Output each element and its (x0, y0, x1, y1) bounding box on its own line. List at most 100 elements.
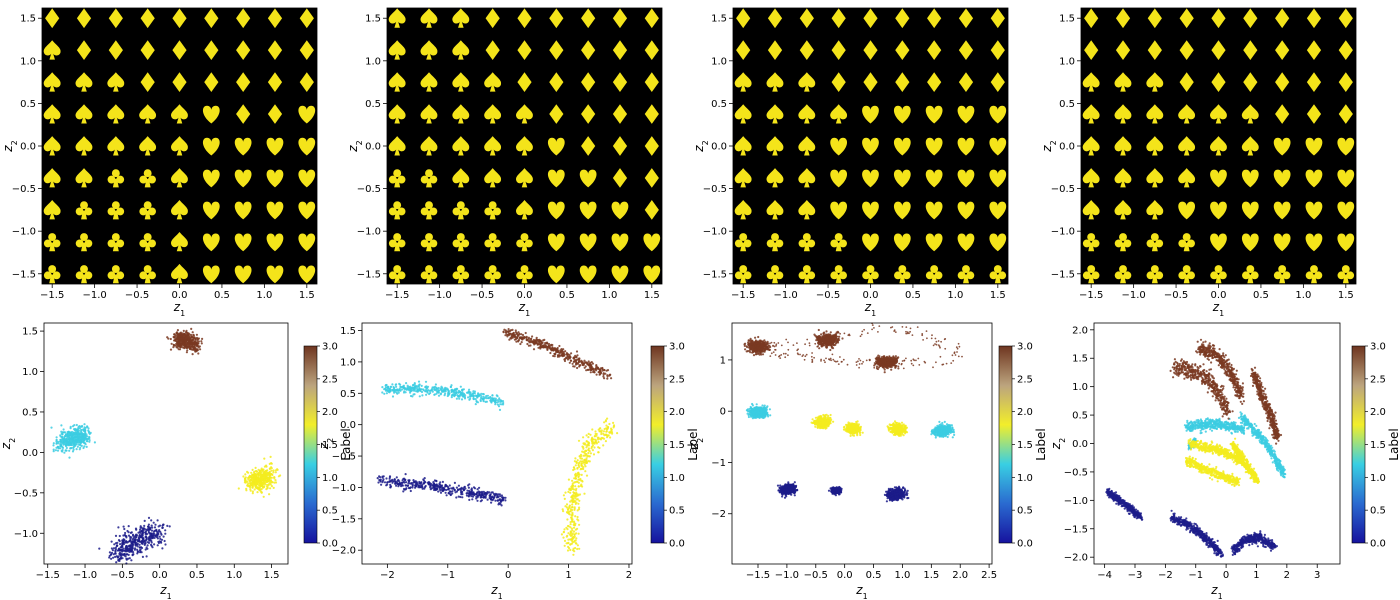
scatter-point-label-0 (149, 532, 152, 535)
heart-glyph (266, 265, 284, 284)
scatter-point-label-0 (791, 483, 795, 486)
scatter-point-label-1 (60, 424, 63, 427)
scatter-point-label-3 (190, 342, 193, 345)
scatter-point-label-1 (444, 386, 447, 389)
scatter-point-label-0 (490, 491, 493, 494)
scatter-point-label-2 (577, 494, 580, 497)
heart-glyph (579, 233, 597, 252)
scatter-point-label-2 (255, 486, 258, 489)
scatter-point-label-2 (594, 430, 597, 433)
x-tick-label: 1.5 (1338, 290, 1354, 301)
scatter-point-label-1 (61, 433, 64, 436)
diamond-glyph (140, 40, 155, 61)
scatter-point-label-0 (156, 537, 159, 540)
scatter-point-label-2 (576, 498, 579, 501)
scatter-point-label-0 (423, 487, 426, 490)
heart-glyph (266, 169, 284, 188)
spade-glyph (734, 168, 752, 188)
scatter-point-label-0 (777, 489, 780, 492)
scatter-point-label-0 (114, 546, 117, 549)
scatter-point-label-2 (564, 505, 567, 508)
diamond-glyph (299, 72, 314, 92)
scatter-point-label-0 (486, 492, 489, 495)
scatter-point-label-3 (568, 361, 571, 364)
heart-glyph (547, 201, 565, 220)
spade-glyph (484, 168, 502, 188)
scatter-point-label-0 (468, 491, 471, 494)
scatter-point-label-1 (419, 389, 422, 393)
scatter-point-label-2 (564, 491, 567, 494)
club-glyph (989, 265, 1007, 284)
scatter-point-label-0 (150, 524, 153, 527)
scatter-point-label-0 (468, 493, 471, 496)
scatter-point-label-2 (256, 491, 259, 494)
scatter-point-label-0 (138, 539, 141, 542)
club-glyph (1082, 233, 1100, 252)
spade-glyph (1178, 168, 1196, 188)
diamond-glyph (1306, 72, 1322, 92)
scatter-point-label-0 (114, 548, 117, 551)
scatter-point-label-0 (783, 488, 786, 491)
scatter-point-label-0 (410, 482, 413, 485)
scatter-point-label-0 (130, 531, 133, 534)
heart-glyph (1210, 201, 1227, 220)
scatter-point-label-2 (566, 542, 570, 545)
diamond-glyph (612, 104, 628, 124)
scatter-point-label-0 (435, 488, 438, 491)
x-tick-label: −1.0 (73, 570, 97, 581)
diamond-glyph (549, 104, 564, 124)
scatter-point-label-0 (131, 533, 135, 536)
scatter-point-label-1 (89, 431, 92, 434)
scatter-point-label-0 (402, 487, 406, 491)
diamond-glyph (236, 104, 251, 124)
scatter-point-label-2 (603, 427, 606, 431)
scatter-point-label-0 (390, 479, 393, 482)
scatter-point-label-0 (112, 547, 116, 550)
scatter-point-label-0 (827, 489, 831, 492)
scatter-point-label-3 (184, 333, 187, 336)
scatter-point-label-0 (459, 495, 462, 499)
scatter-point-label-2 (600, 432, 603, 436)
scatter-point-label-1 (472, 394, 475, 397)
scatter-point-label-0 (114, 542, 118, 545)
scatter-point-label-1 (83, 441, 86, 444)
y-tick-label: 0.5 (711, 99, 727, 110)
scatter-point-label-1 (84, 432, 87, 435)
scatter-point-label-0 (123, 527, 126, 531)
diamond-glyph (990, 40, 1005, 61)
scatter-point-label-0 (127, 525, 130, 528)
spade-glyph (1146, 200, 1164, 220)
scatter-point-label-0 (787, 492, 790, 495)
scatter-point-label-1 (56, 449, 60, 452)
scatter-point-label-2 (587, 448, 590, 451)
x-tick-label: 0 (505, 570, 511, 581)
heart-glyph (1210, 233, 1227, 252)
scatter-point-label-0 (395, 476, 398, 479)
scatter-point-label-2 (595, 439, 598, 442)
scatter-point-label-2 (258, 483, 261, 486)
x-tick-label: 2 (626, 570, 632, 581)
scatter-point-label-0 (479, 491, 482, 494)
scatter-point-label-0 (787, 481, 790, 484)
scatter-point-label-0 (834, 486, 837, 489)
club-glyph (830, 265, 847, 284)
scatter-point-label-1 (79, 430, 83, 433)
scatter-point-label-0 (142, 527, 145, 530)
heart-glyph (1178, 201, 1196, 220)
scatter-point-label-3 (564, 350, 567, 353)
scatter-point-label-1 (490, 400, 493, 403)
traversal-panel-1: −1.5 −1.0 −0.5 0.0 0.5 1.0 1.5−1.5−1.0−0.50.00… (1, 7, 318, 318)
scatter-point-label-2 (563, 539, 567, 543)
scatter-point-label-2 (573, 524, 577, 527)
club-glyph (484, 265, 501, 284)
scatter-point-label-2 (574, 515, 577, 518)
scatter-point-label-3 (173, 333, 176, 336)
scatter-point-label-0 (436, 485, 439, 488)
scatter-point-label-0 (110, 553, 113, 556)
scatter-point-label-0 (141, 555, 144, 559)
scatter-point-label-1 (460, 398, 464, 401)
y-tick-label: −1.5 (12, 269, 36, 280)
scatter-point-label-3 (606, 375, 609, 378)
scatter-point-label-0 (379, 478, 382, 481)
scatter-point-label-0 (162, 535, 165, 538)
